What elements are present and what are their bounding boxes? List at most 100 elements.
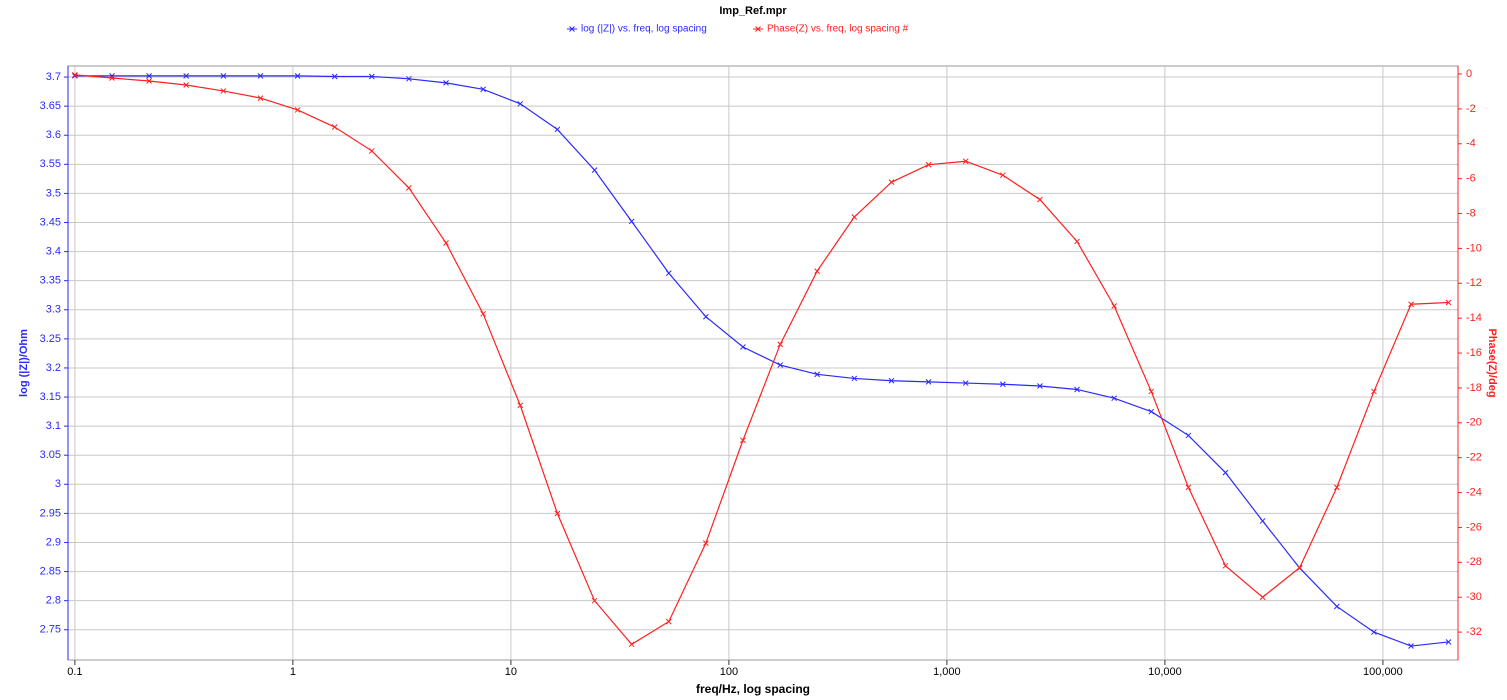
y-tick-label: 2.9 — [46, 536, 61, 548]
x-tick-label: 1,000 — [933, 666, 961, 678]
point-marker — [183, 73, 190, 79]
y2-tick-label: -12 — [1466, 277, 1482, 289]
point-marker — [777, 362, 784, 368]
y2-tick-label: -4 — [1466, 138, 1476, 150]
point-marker — [1445, 299, 1452, 306]
point-marker — [1074, 238, 1080, 245]
y2-tick-label: -26 — [1466, 521, 1482, 533]
point-marker — [1037, 196, 1043, 203]
point-marker — [109, 75, 115, 81]
point-marker — [406, 185, 412, 191]
point-marker — [368, 73, 375, 80]
point-marker — [665, 270, 672, 276]
point-marker — [1148, 408, 1155, 415]
point-marker — [851, 214, 858, 220]
point-marker — [72, 73, 78, 79]
chart-title: Imp_Ref.mpr — [719, 5, 787, 17]
point-marker — [480, 310, 486, 317]
y-tick-label: 3.55 — [40, 158, 61, 170]
point-marker — [331, 73, 338, 80]
point-marker — [665, 618, 672, 625]
y-tick-label: 3.65 — [40, 100, 61, 112]
point-marker — [777, 341, 784, 348]
point-marker — [962, 158, 969, 165]
point-marker — [1185, 432, 1192, 439]
x-tick-label: 1 — [290, 666, 296, 678]
x-tick-label: 0.1 — [67, 666, 82, 678]
point-marker — [1333, 603, 1340, 610]
point-marker — [1371, 629, 1377, 635]
point-marker — [888, 377, 895, 384]
point-marker — [517, 100, 524, 107]
point-marker — [554, 126, 561, 133]
point-marker — [554, 510, 561, 517]
point-marker — [443, 240, 449, 246]
point-marker — [72, 72, 78, 78]
y2-tick-label: -28 — [1466, 556, 1482, 568]
point-marker — [740, 437, 746, 444]
y-tick-label: 3 — [55, 478, 61, 490]
point-marker — [146, 78, 152, 84]
point-marker — [1037, 383, 1043, 389]
y-tick-label: 3.1 — [46, 420, 61, 432]
y2-tick-label: -16 — [1466, 347, 1482, 359]
point-marker — [1111, 303, 1118, 309]
point-marker — [1333, 484, 1340, 491]
y-tick-label: 3.15 — [40, 391, 61, 403]
point-marker — [814, 371, 821, 378]
y-tick-label: 2.75 — [40, 624, 61, 636]
point-marker — [1296, 564, 1303, 571]
point-marker — [480, 86, 486, 93]
y-tick-label: 3.6 — [46, 129, 61, 141]
y-tick-label: 3.35 — [40, 275, 61, 287]
y-tick-label: 3.25 — [40, 333, 61, 345]
y2-tick-label: -22 — [1466, 452, 1482, 464]
y2-tick-label: -18 — [1466, 382, 1482, 394]
point-marker — [703, 540, 709, 547]
point-marker — [999, 381, 1006, 388]
y2-tick-label: 0 — [1466, 68, 1472, 80]
plot-area — [67, 65, 1459, 661]
y-tick-label: 3.5 — [46, 187, 61, 199]
point-marker — [443, 80, 449, 86]
y2-tick-label: -24 — [1466, 486, 1482, 498]
legend-label: log (|Z|) vs. freq, log spacing — [581, 24, 707, 35]
point-marker — [368, 148, 375, 154]
point-marker — [925, 379, 932, 385]
point-marker — [888, 179, 895, 186]
point-marker — [257, 95, 264, 101]
series-line — [74, 74, 1449, 646]
point-marker — [1185, 484, 1192, 491]
point-marker — [1408, 643, 1414, 649]
point-marker — [628, 641, 635, 648]
y-tick-label: 3.05 — [40, 449, 61, 461]
y2-tick-label: -6 — [1466, 173, 1476, 185]
point-marker — [740, 344, 746, 350]
y-tick-label: 2.85 — [40, 565, 61, 577]
y-axis-label: log (|Z|)/Ohm — [18, 329, 30, 397]
point-marker — [1371, 388, 1377, 395]
point-marker — [183, 82, 190, 88]
point-marker — [1074, 386, 1080, 393]
y-tick-label: 3.45 — [40, 216, 61, 228]
point-marker — [962, 380, 969, 386]
point-marker — [294, 73, 301, 79]
point-marker — [1408, 301, 1414, 308]
y-tick-label: 3.2 — [46, 362, 61, 374]
point-marker — [294, 107, 301, 113]
point-marker — [851, 375, 858, 382]
legend-label: Phase(Z) vs. freq, log spacing # — [767, 24, 909, 35]
point-marker — [1259, 518, 1266, 524]
y2-tick-label: -8 — [1466, 207, 1476, 219]
point-marker — [999, 172, 1006, 179]
x-tick-label: 10,000 — [1148, 666, 1182, 678]
y2-tick-label: -30 — [1466, 591, 1482, 603]
x-tick-label: 10 — [505, 666, 517, 678]
y-tick-label: 3.3 — [46, 304, 61, 316]
point-marker — [591, 167, 598, 173]
y-tick-label: 2.95 — [40, 507, 61, 519]
point-marker — [1148, 388, 1155, 395]
point-marker — [517, 402, 524, 409]
